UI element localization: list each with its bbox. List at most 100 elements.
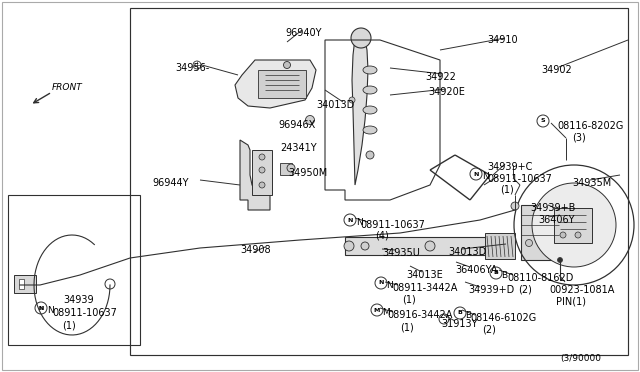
Circle shape (511, 202, 519, 210)
Bar (345, 237, 505, 255)
Circle shape (361, 242, 369, 250)
Circle shape (537, 115, 549, 127)
Polygon shape (240, 140, 270, 210)
Text: (1): (1) (62, 320, 76, 330)
Text: 34939: 34939 (63, 295, 93, 305)
Text: 36406YA: 36406YA (455, 265, 497, 275)
Text: N: N (47, 306, 54, 315)
Text: (2): (2) (482, 325, 496, 335)
Bar (252, 150, 272, 195)
Circle shape (259, 182, 265, 188)
Bar (14, 280, 26, 288)
Text: 34013D: 34013D (316, 100, 355, 110)
Text: N: N (356, 218, 363, 227)
Circle shape (575, 232, 581, 238)
Bar (521, 205, 559, 260)
Text: M: M (382, 308, 390, 317)
Circle shape (375, 277, 387, 289)
Text: 08110-8162D: 08110-8162D (507, 273, 573, 283)
Text: N: N (378, 280, 384, 285)
Text: 96946X: 96946X (278, 120, 316, 130)
Text: 34908: 34908 (240, 245, 271, 255)
Bar (14, 275, 36, 293)
Text: 08911-10637: 08911-10637 (487, 174, 552, 184)
Text: B: B (493, 270, 499, 276)
Polygon shape (352, 30, 368, 185)
Circle shape (371, 304, 383, 316)
Circle shape (344, 214, 356, 226)
Text: 34939+C: 34939+C (487, 162, 532, 172)
Bar (8, 195, 140, 345)
Text: 31913Y: 31913Y (441, 319, 477, 329)
Circle shape (15, 280, 25, 290)
Text: 00923-1081A: 00923-1081A (549, 285, 614, 295)
Text: N: N (348, 218, 353, 222)
Text: 08916-3442A: 08916-3442A (387, 310, 452, 320)
Text: 34910: 34910 (487, 35, 518, 45)
Text: B: B (501, 271, 507, 280)
Text: 34902: 34902 (541, 65, 572, 75)
Circle shape (284, 61, 291, 68)
Circle shape (349, 97, 355, 103)
Text: (3/90000: (3/90000 (560, 354, 601, 363)
Bar (485, 233, 515, 259)
Text: 34920E: 34920E (428, 87, 465, 97)
Text: FRONT: FRONT (52, 83, 83, 93)
Circle shape (560, 232, 566, 238)
Circle shape (366, 151, 374, 159)
Circle shape (105, 279, 115, 289)
Text: N: N (386, 281, 393, 290)
Circle shape (305, 115, 314, 125)
Circle shape (557, 257, 563, 263)
Text: (1): (1) (500, 185, 514, 195)
Circle shape (259, 167, 265, 173)
Text: 34922: 34922 (425, 72, 456, 82)
Bar (280, 163, 292, 175)
Bar (554, 208, 592, 243)
Text: 34956-: 34956- (175, 63, 209, 73)
Bar (258, 70, 306, 98)
Circle shape (525, 240, 532, 247)
Text: 24341Y: 24341Y (280, 143, 317, 153)
Text: (1): (1) (400, 322, 413, 332)
Circle shape (193, 61, 201, 69)
Text: (3): (3) (572, 133, 586, 143)
Text: 08911-10637: 08911-10637 (52, 308, 117, 318)
Circle shape (35, 302, 47, 314)
Ellipse shape (363, 66, 377, 74)
Text: 34935M: 34935M (572, 178, 611, 188)
Text: (1): (1) (402, 295, 416, 305)
Text: 34950M: 34950M (288, 168, 327, 178)
Text: 34939+D: 34939+D (468, 285, 515, 295)
Circle shape (344, 241, 354, 251)
Text: 08116-8202G: 08116-8202G (557, 121, 623, 131)
Circle shape (259, 154, 265, 160)
Circle shape (470, 168, 482, 180)
Text: 34939+B: 34939+B (530, 203, 575, 213)
Text: 08911-3442A: 08911-3442A (392, 283, 458, 293)
Text: N: N (39, 305, 43, 311)
Circle shape (287, 164, 295, 172)
Circle shape (547, 240, 554, 247)
Text: B: B (458, 311, 463, 315)
Ellipse shape (363, 86, 377, 94)
Bar (130, 8, 628, 355)
Bar (19, 279, 24, 289)
Text: 96944Y: 96944Y (152, 178, 189, 188)
Text: 96940Y: 96940Y (285, 28, 321, 38)
Text: N: N (482, 172, 489, 181)
Ellipse shape (363, 126, 377, 134)
Polygon shape (235, 60, 316, 108)
Circle shape (425, 241, 435, 251)
Text: PIN(1): PIN(1) (556, 297, 586, 307)
Text: N: N (38, 305, 44, 311)
Circle shape (532, 183, 616, 267)
Text: M: M (374, 308, 380, 312)
Text: N: N (474, 171, 479, 176)
Text: S: S (541, 119, 545, 124)
Circle shape (351, 28, 371, 48)
Text: 34935U: 34935U (382, 248, 420, 258)
Text: 08911-10637: 08911-10637 (360, 220, 425, 230)
Text: 36406Y: 36406Y (538, 215, 575, 225)
Text: 34013D: 34013D (448, 247, 486, 257)
